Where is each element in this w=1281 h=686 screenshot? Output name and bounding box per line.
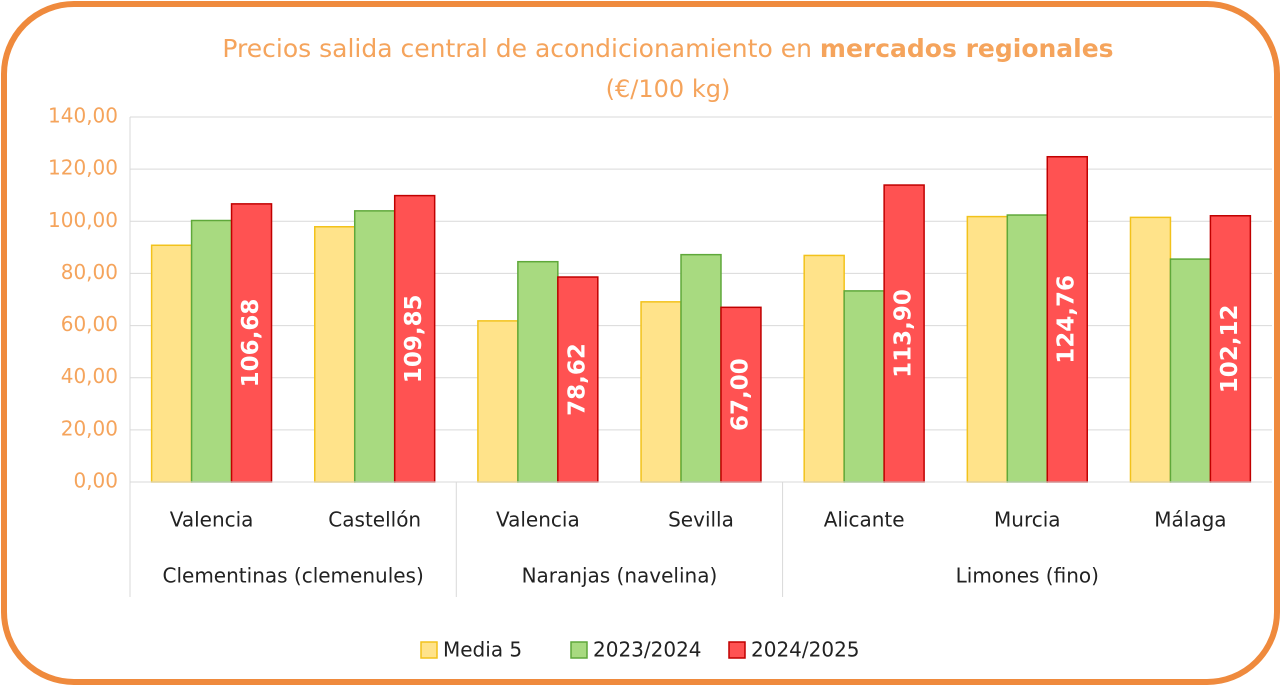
x-tick-label: Murcia (994, 508, 1061, 532)
y-tick-label: 120,00 (48, 156, 118, 180)
data-label: 67,00 (727, 358, 753, 431)
legend-label: Media 5 (443, 638, 522, 662)
data-label: 102,12 (1217, 304, 1243, 393)
y-tick-label: 100,00 (48, 208, 118, 232)
x-tick-label: Sevilla (668, 508, 734, 532)
legend-swatch (420, 641, 438, 659)
group-label: Naranjas (navelina) (522, 564, 718, 588)
legend-label: 2024/2025 (751, 638, 860, 662)
x-tick-label: Valencia (496, 508, 580, 532)
bar (640, 301, 682, 483)
x-tick-label: Málaga (1154, 508, 1226, 532)
y-tick-label: 80,00 (61, 260, 118, 284)
x-tick-label: Castellón (328, 508, 421, 532)
bar (966, 215, 1009, 483)
data-label: 78,62 (564, 343, 590, 416)
data-label: 109,85 (401, 294, 427, 383)
chart-subtitle: (€/100 kg) (606, 75, 731, 103)
legend-swatch (728, 641, 746, 659)
data-label: 106,68 (238, 299, 264, 388)
legend-swatch (570, 641, 588, 659)
bar (190, 219, 233, 483)
bar (1006, 214, 1049, 483)
y-tick-label: 40,00 (61, 364, 118, 388)
bar (1169, 258, 1212, 483)
bar (1129, 216, 1172, 483)
group-label: Clementinas (clemenules) (163, 564, 424, 588)
x-tick-label: Alicante (824, 508, 905, 532)
bar (314, 226, 356, 483)
y-tick-label: 140,00 (48, 104, 118, 128)
legend-label: 2023/2024 (593, 638, 702, 662)
title-text: Precios salida central de acondicionamie… (222, 34, 812, 63)
y-tick-label: 60,00 (61, 312, 118, 336)
bar (393, 194, 436, 483)
data-label: 113,90 (891, 289, 917, 378)
data-label: 124,76 (1054, 275, 1080, 364)
bar (720, 306, 762, 483)
y-tick-label: 20,00 (61, 416, 118, 440)
x-tick-label: Valencia (170, 508, 254, 532)
y-tick-label: 0,00 (73, 469, 118, 493)
group-label: Limones (fino) (956, 564, 1099, 588)
bar (353, 210, 396, 483)
bar (517, 260, 559, 483)
bar (477, 320, 519, 483)
bar (843, 290, 885, 483)
bar (680, 253, 722, 483)
title-bold: mercados regionales (820, 34, 1114, 63)
bar (230, 203, 273, 483)
bar (150, 244, 193, 483)
bar (803, 254, 845, 483)
chart-title: Precios salida central de acondicionamie… (222, 34, 1113, 63)
bar (1209, 215, 1252, 483)
